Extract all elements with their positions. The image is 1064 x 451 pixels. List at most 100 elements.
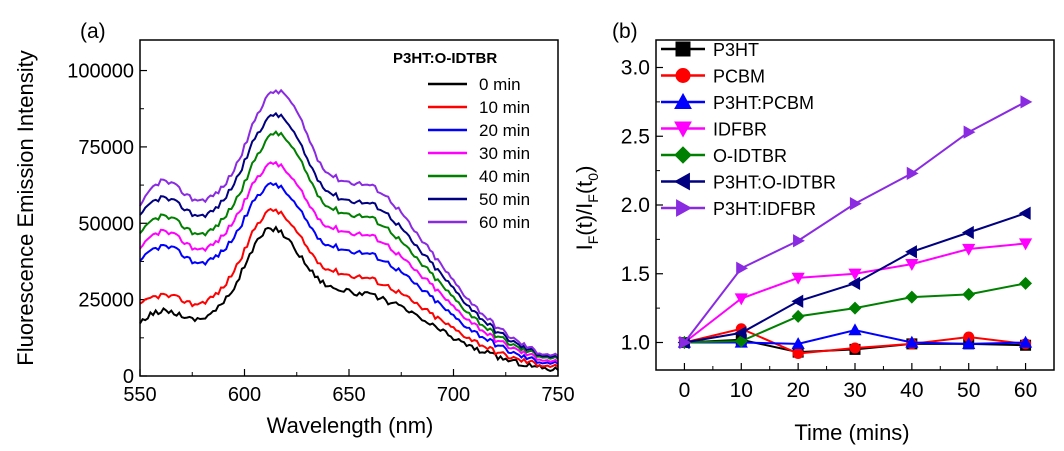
data-point-idfbr <box>791 272 805 285</box>
legend-label-p3ht-pcbm: P3HT:PCBM <box>713 93 814 113</box>
panel-b-normalized-intensity: (b) IF(t)/IF(t0) Time (mins) 0 10 20 30 40 50… <box>572 20 1055 445</box>
data-point-idfbr <box>905 259 919 271</box>
legend-marker-p3ht-o-idtbr <box>673 172 690 191</box>
panel-b-ticks: 0 10 20 30 40 50 60 1.0 1.5 2.0 2.5 3.0 <box>621 57 1037 403</box>
x-tick-label: 10 <box>730 379 753 402</box>
panel-a-y-axis-label: Fluorescence Emission Intensity <box>13 50 38 365</box>
data-point-p3ht-idfbr <box>963 125 976 139</box>
data-point-o-idtbr <box>905 290 919 304</box>
y-tick-label: 25000 <box>78 290 134 312</box>
data-point-p3ht-idfbr <box>849 197 862 211</box>
legend-label-p3ht: P3HT <box>713 40 759 60</box>
data-point-p3ht-idfbr <box>1020 95 1033 109</box>
legend-label-p3ht-o-idtbr: P3HT:O-IDTBR <box>713 173 836 193</box>
data-point-p3ht-o-idtbr <box>848 276 861 290</box>
data-point-pcbm <box>792 348 804 359</box>
panel-b-y-axis-label: IF(t)/IF(t0) <box>572 166 601 251</box>
panel-a-ticks: 550 600 650 700 750 0 25000 50000 75000 100000 <box>67 61 574 406</box>
data-point-p3ht-pcbm <box>962 337 976 349</box>
panel-a-legend: 0 min 10 min 20 min 30 min 40 min 50 min 60 mi… <box>428 75 530 232</box>
legend-label-60-min: 60 min <box>479 213 530 232</box>
x-tick-label: 40 <box>900 379 923 402</box>
legend-label-p3ht-idfbr: P3HT:IDFBR <box>713 199 816 219</box>
y-tick-label: 0 <box>123 366 134 388</box>
panel-b-label: (b) <box>612 20 638 43</box>
panel-a-series-lines <box>139 88 559 372</box>
legend-marker-idfbr <box>674 121 692 138</box>
data-point-p3ht-pcbm <box>1018 335 1033 348</box>
data-point-p3ht-pcbm <box>791 337 805 349</box>
series-line-50-min <box>139 111 559 359</box>
panel-a-legend-title: P3HT:O-IDTBR <box>393 50 497 67</box>
y-tick-label: 100000 <box>67 61 134 83</box>
panel-b-series-lines <box>677 95 1033 359</box>
data-point-p3ht-o-idtbr <box>961 225 974 240</box>
panel-b-plot-frame <box>655 39 1055 371</box>
series-line-10-min <box>139 207 559 368</box>
data-point-p3ht-o-idtbr <box>1018 206 1031 220</box>
data-point-o-idtbr <box>962 287 976 301</box>
data-point-o-idtbr <box>848 301 862 315</box>
series-line-20-min <box>139 181 559 365</box>
panel-a-emission-spectra: (a) Fluorescence Emission Intensity Wave… <box>13 20 575 438</box>
data-point-p3ht-pcbm <box>848 323 862 336</box>
y-tick-label: 3.0 <box>621 57 650 80</box>
x-tick-label: 50 <box>957 379 980 402</box>
x-tick-label: 20 <box>786 379 809 402</box>
legend-marker-p3ht <box>675 41 691 57</box>
data-point-p3ht-pcbm <box>905 335 919 348</box>
data-point-p3ht-idfbr <box>906 166 919 180</box>
series-p3ht-o-idtbr <box>677 206 1031 350</box>
legend-marker-p3ht-idfbr <box>676 199 693 217</box>
y-tick-label: 2.5 <box>621 125 650 148</box>
data-point-idfbr <box>962 243 976 256</box>
legend-label-30-min: 30 min <box>479 144 530 163</box>
data-point-idfbr <box>1018 238 1033 251</box>
y-tick-label: 50000 <box>78 213 134 235</box>
x-tick-label: 30 <box>843 379 866 402</box>
panel-b-x-axis-label: Time (mins) <box>794 420 909 445</box>
data-point-idfbr <box>734 293 748 306</box>
y-tick-label: 1.5 <box>621 263 650 286</box>
x-tick-label: 60 <box>1014 379 1037 402</box>
panel-b-legend: P3HT PCBM P3HT:PCBM IDFBR O-IDTBR P3HT:O-IDTB… <box>661 40 836 219</box>
data-point-p3ht-idfbr <box>793 234 805 248</box>
x-tick-label: 600 <box>228 384 261 406</box>
data-point-p3ht-o-idtbr <box>734 326 747 340</box>
x-tick-label: 750 <box>541 384 574 406</box>
data-point-idfbr <box>848 268 862 281</box>
data-point-o-idtbr <box>734 334 748 348</box>
legend-label-idfbr: IDFBR <box>713 120 767 140</box>
legend-label-o-idtbr: O-IDTBR <box>713 146 787 166</box>
y-tick-label: 1.0 <box>621 332 650 355</box>
legend-label-pcbm: PCBM <box>713 67 765 87</box>
x-tick-label: 700 <box>437 384 470 406</box>
series-line-0-min <box>139 225 559 372</box>
series-o-idtbr <box>677 276 1033 349</box>
data-point-o-idtbr <box>1019 276 1033 290</box>
y-tick-label: 75000 <box>78 137 134 159</box>
legend-label-20-min: 20 min <box>479 121 530 140</box>
panel-a-plot-frame <box>139 39 559 377</box>
series-p3ht-idfbr <box>679 95 1033 350</box>
data-point-pcbm <box>849 342 861 354</box>
legend-label-40-min: 40 min <box>479 167 530 186</box>
x-tick-label: 550 <box>123 384 156 406</box>
series-line-40-min <box>139 130 559 360</box>
legend-marker-pcbm <box>675 68 691 83</box>
legend-label-0-min: 0 min <box>479 75 521 94</box>
data-point-o-idtbr <box>791 309 805 323</box>
data-point-p3ht-idfbr <box>736 261 749 275</box>
legend-label-10-min: 10 min <box>479 98 530 117</box>
legend-marker-p3ht-pcbm <box>674 92 692 109</box>
panel-a-x-axis-label: Wavelength (nm) <box>267 413 434 438</box>
legend-label-50-min: 50 min <box>479 190 530 209</box>
data-point-p3ht-o-idtbr <box>905 245 917 259</box>
legend-marker-o-idtbr <box>674 146 692 164</box>
x-tick-label: 650 <box>332 384 365 406</box>
series-line-30-min <box>139 160 559 364</box>
panel-a-label: (a) <box>80 20 106 43</box>
y-tick-label: 2.0 <box>621 194 650 217</box>
series-line-60-min <box>139 88 559 357</box>
